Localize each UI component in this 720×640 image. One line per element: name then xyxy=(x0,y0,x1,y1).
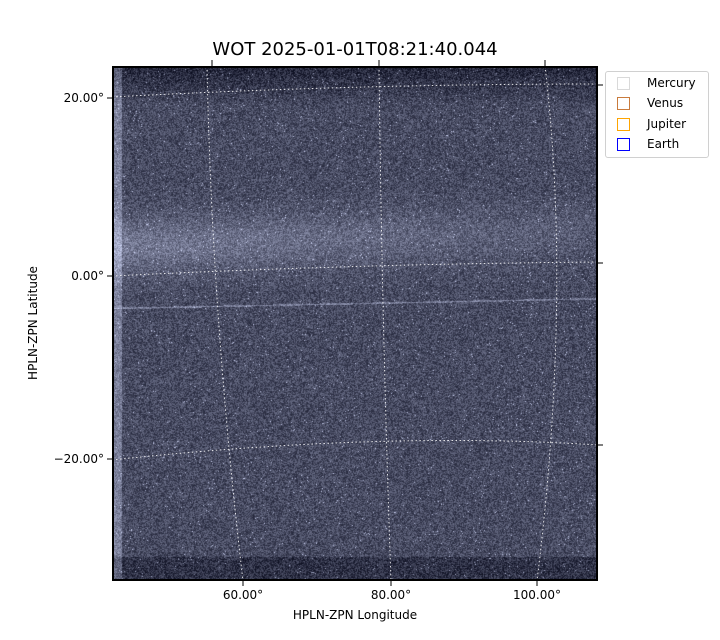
y-tick-label: 0.00° xyxy=(71,269,104,283)
coordinate-grid xyxy=(112,66,598,581)
x-tick-label: 80.00° xyxy=(370,588,412,602)
axes-frame xyxy=(112,66,598,581)
earth-marker-icon xyxy=(617,137,630,151)
legend-item-jupiter: Jupiter xyxy=(617,116,686,132)
legend-item-venus: Venus xyxy=(617,95,683,111)
legend-item-earth: Earth xyxy=(617,136,679,152)
legend: Mercury Venus Jupiter Earth xyxy=(605,71,709,158)
grid-lon-100 xyxy=(536,66,558,581)
y-tick-label: 20.00° xyxy=(63,91,104,105)
venus-marker-icon xyxy=(617,96,630,110)
x-tick-label: 100.00° xyxy=(513,588,561,602)
mercury-marker-icon xyxy=(617,76,630,90)
grid-lon-60 xyxy=(206,66,244,581)
chart-title: WOT 2025-01-01T08:21:40.044 xyxy=(212,39,498,60)
x-axis-label: HPLN-ZPN Longitude xyxy=(292,608,418,622)
x-tick-label: 60.00° xyxy=(222,588,264,602)
y-tick-label: −20.00° xyxy=(53,452,104,466)
solar-image xyxy=(112,66,598,581)
grid-lon-80 xyxy=(378,66,392,581)
y-axis-label: HPLN-ZPN Latitude xyxy=(26,266,40,380)
legend-item-mercury: Mercury xyxy=(617,75,696,91)
jupiter-marker-icon xyxy=(617,117,630,131)
plot-area xyxy=(112,66,598,581)
grid-lat-neg20 xyxy=(112,439,598,461)
